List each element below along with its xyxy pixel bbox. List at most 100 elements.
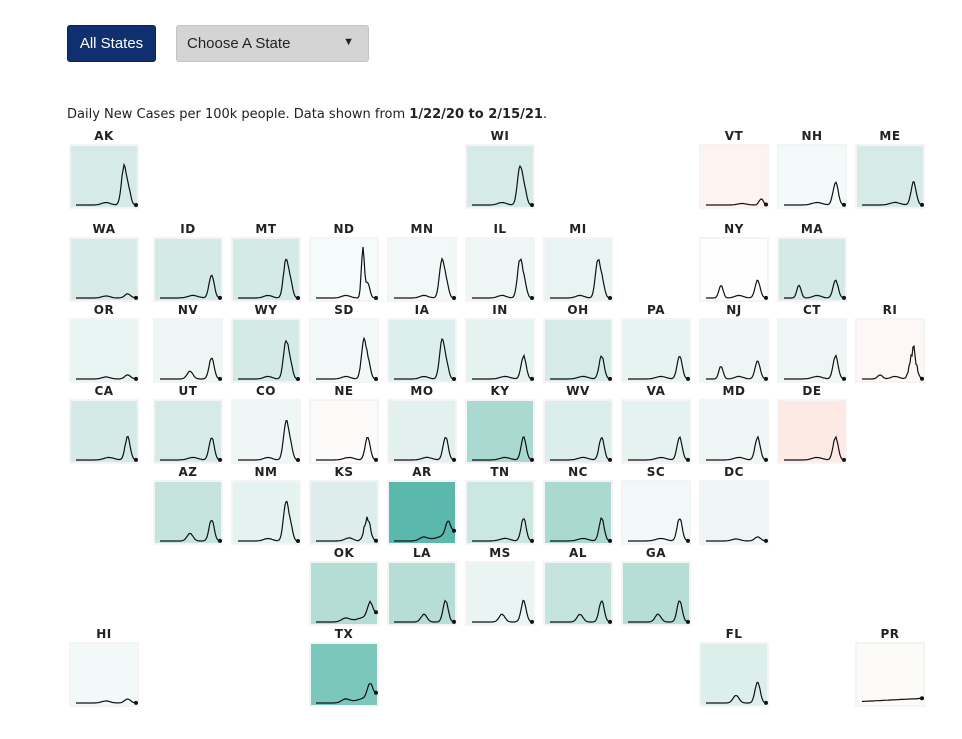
state-tile-wy[interactable]: WY xyxy=(231,303,301,383)
state-label: AL xyxy=(569,546,587,560)
state-tile-mn[interactable]: MN xyxy=(387,222,457,302)
sparkline-chart xyxy=(472,258,534,300)
all-states-button[interactable]: All States xyxy=(67,25,156,62)
sparkline-line xyxy=(316,436,377,461)
state-tile-tn[interactable]: TN xyxy=(465,465,535,545)
state-tile-ks[interactable]: KS xyxy=(309,465,379,545)
state-tile-ms[interactable]: MS xyxy=(465,546,535,626)
state-tile-ok[interactable]: OK xyxy=(309,546,379,626)
sparkline-line xyxy=(316,246,376,299)
state-tile-va[interactable]: VA xyxy=(621,384,691,464)
sparkline-end-dot xyxy=(764,700,768,705)
sparkline-end-dot xyxy=(452,376,456,381)
state-sparkline-box xyxy=(465,561,535,626)
state-tile-hi[interactable]: HI xyxy=(69,627,139,707)
state-tile-me[interactable]: ME xyxy=(855,129,925,209)
state-tile-sc[interactable]: SC xyxy=(621,465,691,545)
state-tile-ak[interactable]: AK xyxy=(69,129,139,209)
state-tile-nm[interactable]: NM xyxy=(231,465,301,545)
state-tile-co[interactable]: CO xyxy=(231,384,301,464)
state-label: DE xyxy=(802,384,822,398)
caption-end-date: 2/15/21 xyxy=(488,107,543,122)
sparkline-chart xyxy=(550,517,612,543)
state-tile-ri[interactable]: RI xyxy=(855,303,925,383)
state-tile-az[interactable]: AZ xyxy=(153,465,223,545)
sparkline-line xyxy=(472,436,533,461)
sparkline-end-dot xyxy=(530,376,534,381)
sparkline-chart xyxy=(472,164,534,207)
state-tile-ar[interactable]: AR xyxy=(387,465,457,545)
state-tile-nh[interactable]: NH xyxy=(777,129,847,209)
sparkline-chart xyxy=(238,500,300,543)
state-tile-ca[interactable]: CA xyxy=(69,384,139,464)
state-label: NJ xyxy=(726,303,742,317)
sparkline-line xyxy=(238,420,299,461)
state-tile-al[interactable]: AL xyxy=(543,546,613,626)
sparkline-end-dot xyxy=(374,376,378,381)
state-sparkline-box xyxy=(387,561,457,626)
sparkline-chart xyxy=(706,536,768,543)
state-sparkline-box xyxy=(777,144,847,209)
state-tile-ut[interactable]: UT xyxy=(153,384,223,464)
sparkline-end-dot xyxy=(134,376,138,381)
state-tile-fl[interactable]: FL xyxy=(699,627,769,707)
state-tile-ny[interactable]: NY xyxy=(699,222,769,302)
state-tile-ky[interactable]: KY xyxy=(465,384,535,464)
sparkline-line xyxy=(238,339,299,380)
state-label: UT xyxy=(178,384,198,398)
state-tile-wa[interactable]: WA xyxy=(69,222,139,302)
state-tile-pr[interactable]: PR xyxy=(855,627,925,707)
state-tile-wi[interactable]: WI xyxy=(465,129,535,209)
sparkline-end-dot xyxy=(842,457,846,462)
state-sparkline-box xyxy=(153,318,223,383)
state-tile-sd[interactable]: SD xyxy=(309,303,379,383)
state-tile-ct[interactable]: CT xyxy=(777,303,847,383)
sparkline-end-dot xyxy=(920,202,924,207)
state-select[interactable]: Choose A State ▼ xyxy=(176,25,369,62)
sparkline-line xyxy=(706,681,767,704)
sparkline-line xyxy=(394,520,455,542)
sparkline-line xyxy=(706,536,767,542)
state-tile-ma[interactable]: MA xyxy=(777,222,847,302)
sparkline-chart xyxy=(706,279,768,300)
state-label: IA xyxy=(414,303,430,317)
state-tile-de[interactable]: DE xyxy=(777,384,847,464)
state-tile-dc[interactable]: DC xyxy=(699,465,769,545)
sparkline-end-dot xyxy=(218,295,222,300)
sparkline-line xyxy=(472,518,533,542)
sparkline-end-dot xyxy=(296,538,300,543)
state-tile-ia[interactable]: IA xyxy=(387,303,457,383)
state-tile-md[interactable]: MD xyxy=(699,384,769,464)
state-tile-mo[interactable]: MO xyxy=(387,384,457,464)
state-tile-ga[interactable]: GA xyxy=(621,546,691,626)
sparkline-chart xyxy=(784,279,846,300)
state-tile-nv[interactable]: NV xyxy=(153,303,223,383)
state-tile-id[interactable]: ID xyxy=(153,222,223,302)
state-tile-il[interactable]: IL xyxy=(465,222,535,302)
state-tile-ne[interactable]: NE xyxy=(309,384,379,464)
sparkline-line xyxy=(706,198,767,206)
state-tile-tx[interactable]: TX xyxy=(309,627,379,707)
state-tile-vt[interactable]: VT xyxy=(699,129,769,209)
state-label: AZ xyxy=(178,465,198,479)
state-label: KS xyxy=(334,465,354,479)
sparkline-chart xyxy=(550,258,612,300)
state-tile-la[interactable]: LA xyxy=(387,546,457,626)
sparkline-chart xyxy=(706,198,768,207)
state-sparkline-box xyxy=(621,399,691,464)
sparkline-end-dot xyxy=(452,619,456,624)
state-sparkline-box xyxy=(855,144,925,209)
state-tile-pa[interactable]: PA xyxy=(621,303,691,383)
state-tile-mt[interactable]: MT xyxy=(231,222,301,302)
state-tile-oh[interactable]: OH xyxy=(543,303,613,383)
state-label: HI xyxy=(96,627,112,641)
state-label: ME xyxy=(879,129,901,143)
state-tile-mi[interactable]: MI xyxy=(543,222,613,302)
state-tile-or[interactable]: OR xyxy=(69,303,139,383)
state-label: WI xyxy=(490,129,510,143)
state-tile-in[interactable]: IN xyxy=(465,303,535,383)
state-tile-nj[interactable]: NJ xyxy=(699,303,769,383)
state-tile-nc[interactable]: NC xyxy=(543,465,613,545)
state-tile-nd[interactable]: ND xyxy=(309,222,379,302)
state-tile-wv[interactable]: WV xyxy=(543,384,613,464)
